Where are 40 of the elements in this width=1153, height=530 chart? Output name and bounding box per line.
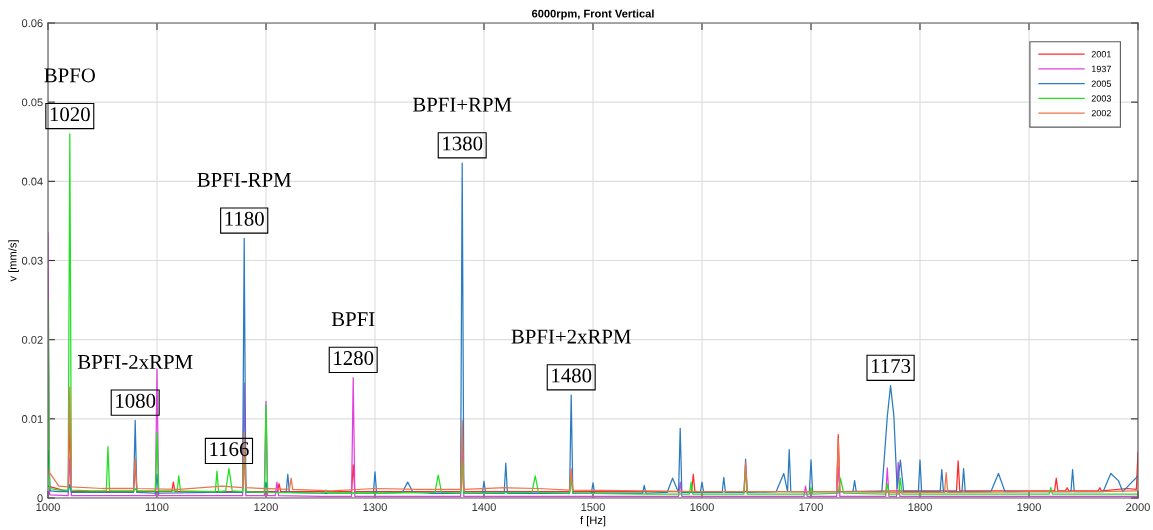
annotation: BPFI+RPM [412,97,512,112]
x-tick-label: 1300 [363,503,387,512]
x-tick-label: 1700 [799,503,823,512]
legend-label: 2002 [1091,109,1111,117]
y-tick-label: 0.06 [21,19,43,28]
legend-label: 1937 [1091,65,1111,73]
legend-label: 2005 [1091,80,1111,87]
annotation: 1280 [334,351,374,366]
y-axis-title: v [mm/s] [8,240,19,282]
annotation: BPFI-2xRPM [77,354,193,369]
y-tick-label: 0.05 [21,98,43,107]
x-tick-label: 1500 [581,503,605,512]
y-tick-label: 0.01 [21,415,43,423]
legend-label: 2003 [1091,95,1111,102]
x-tick-label: 1800 [908,503,932,512]
annotation: 1080 [116,393,156,408]
x-tick-label: 1200 [254,503,278,512]
y-tick-label: 0.03 [21,256,43,265]
annotation: 1180 [225,211,264,226]
annotation: 1480 [552,368,592,383]
x-tick-label: 1000 [36,503,60,512]
annotation: BPFI-RPM [197,173,292,187]
annotation: 1380 [443,136,483,151]
chart-title: 6000rpm, Front Vertical [531,9,654,20]
line-series [48,386,1138,494]
y-tick-label: 0.04 [21,177,43,186]
annotation: BPFO [44,68,95,83]
annotation: BPFI [331,312,375,327]
x-tick-label: 1100 [145,503,169,512]
annotation: 1173 [871,359,911,374]
legend-label: 2001 [1091,51,1111,58]
x-tick-label: 2000 [1126,503,1150,512]
x-tick-label: 1400 [472,503,496,512]
x-axis-title: f [Hz] [580,516,606,527]
annotation: 1020 [50,107,90,122]
x-tick-label: 1600 [690,503,714,512]
annotation: BPFI+2xRPM [511,329,631,344]
y-tick-label: 0 [37,494,43,503]
x-tick-label: 1900 [1017,503,1041,512]
y-tick-label: 0.02 [21,335,43,344]
